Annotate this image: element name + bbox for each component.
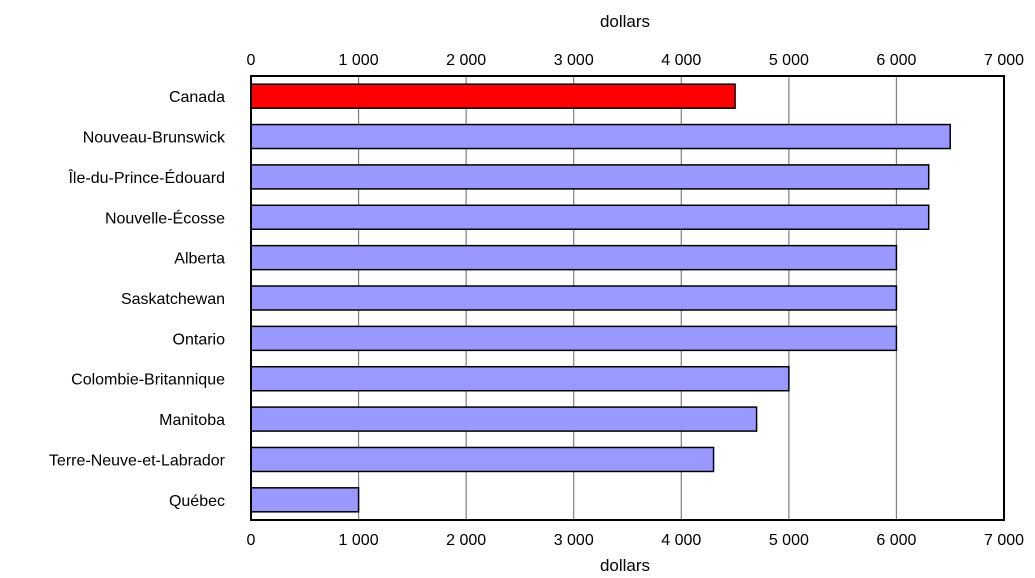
bar bbox=[250, 487, 360, 513]
category-label: Québec bbox=[169, 493, 225, 510]
tick-label-bottom: 2 000 bbox=[446, 532, 486, 549]
bar bbox=[250, 204, 930, 231]
category-label: Canada bbox=[169, 89, 225, 106]
category-label: Terre-Neuve-et-Labrador bbox=[49, 452, 226, 469]
category-label: Nouvelle-Écosse bbox=[105, 208, 225, 227]
tick-label-top: 5 000 bbox=[769, 52, 809, 69]
category-label: Colombie-Britannique bbox=[71, 372, 225, 389]
category-labels: Canada Nouveau-Brunswick Île-du-Prince-Édo… bbox=[49, 89, 226, 510]
tick-label-top: 0 bbox=[247, 52, 256, 69]
tick-label-bottom: 0 bbox=[247, 532, 256, 549]
x-axis-title-bottom: dollars bbox=[600, 556, 650, 575]
bar bbox=[250, 325, 898, 352]
tick-label-top: 6 000 bbox=[876, 52, 916, 69]
tick-label-top: 1 000 bbox=[339, 52, 379, 69]
bars bbox=[250, 83, 951, 513]
tick-label-bottom: 4 000 bbox=[661, 532, 701, 549]
tick-label-top: 2 000 bbox=[446, 52, 486, 69]
category-label: Ontario bbox=[173, 331, 226, 348]
plot-frame bbox=[250, 75, 1005, 521]
tick-label-bottom: 7 000 bbox=[984, 532, 1024, 549]
category-label: Manitoba bbox=[159, 412, 225, 429]
tick-label-bottom: 3 000 bbox=[554, 532, 594, 549]
top-tick-labels: 0 1 000 2 000 3 000 4 000 5 000 6 000 7 000 bbox=[247, 52, 1025, 69]
bar bbox=[250, 83, 736, 109]
category-label: Alberta bbox=[174, 251, 225, 268]
bar bbox=[250, 446, 715, 473]
category-label: Saskatchewan bbox=[121, 291, 225, 308]
tick-label-top: 7 000 bbox=[984, 52, 1024, 69]
tick-label-top: 3 000 bbox=[554, 52, 594, 69]
tick-label-bottom: 1 000 bbox=[339, 532, 379, 549]
bottom-tick-labels: 0 1 000 2 000 3 000 4 000 5 000 6 000 7 000 bbox=[247, 532, 1025, 549]
bar bbox=[250, 285, 898, 311]
bar bbox=[250, 365, 790, 392]
x-axis-title-top: dollars bbox=[600, 12, 650, 31]
tick-label-top: 4 000 bbox=[661, 52, 701, 69]
bar bbox=[250, 123, 951, 150]
bar bbox=[250, 164, 930, 190]
tick-label-bottom: 5 000 bbox=[769, 532, 809, 549]
tick-label-bottom: 6 000 bbox=[876, 532, 916, 549]
category-label: Nouveau-Brunswick bbox=[83, 130, 226, 147]
bar bbox=[250, 244, 898, 271]
category-label: Île-du-Prince-Édouard bbox=[67, 168, 225, 187]
bar bbox=[250, 406, 758, 432]
